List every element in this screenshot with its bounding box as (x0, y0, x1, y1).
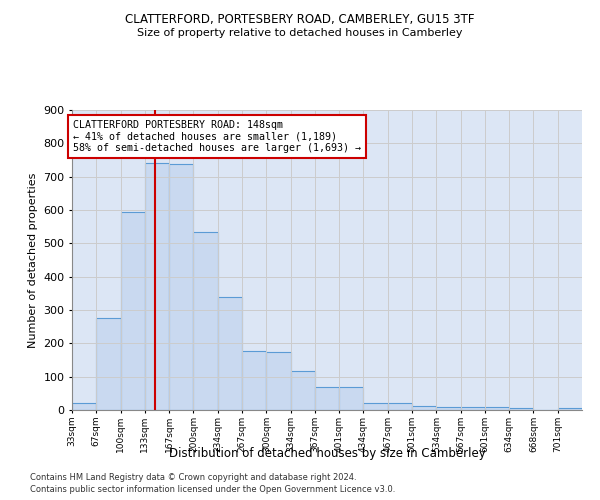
Bar (315, 388, 339, 410)
Text: Distribution of detached houses by size in Camberley: Distribution of detached houses by size … (169, 448, 485, 460)
Text: Contains HM Land Registry data © Crown copyright and database right 2024.: Contains HM Land Registry data © Crown c… (30, 472, 356, 482)
Bar (193, 232, 218, 410)
Bar (485, 408, 509, 410)
Bar (145, 162, 169, 410)
Bar (461, 406, 485, 410)
Bar (509, 408, 533, 410)
Bar (290, 370, 315, 410)
Bar (339, 388, 364, 410)
Bar (558, 408, 582, 410)
Bar (388, 402, 412, 410)
Bar (266, 352, 290, 410)
Text: CLATTERFORD, PORTESBERY ROAD, CAMBERLEY, GU15 3TF: CLATTERFORD, PORTESBERY ROAD, CAMBERLEY,… (125, 12, 475, 26)
Bar (121, 212, 145, 410)
Bar (218, 296, 242, 410)
Bar (96, 318, 121, 410)
Bar (412, 406, 436, 410)
Bar (364, 402, 388, 410)
Bar (72, 404, 96, 410)
Text: Size of property relative to detached houses in Camberley: Size of property relative to detached ho… (137, 28, 463, 38)
Bar (169, 164, 193, 410)
Bar (436, 406, 461, 410)
Bar (242, 350, 266, 410)
Text: CLATTERFORD PORTESBERY ROAD: 148sqm
← 41% of detached houses are smaller (1,189): CLATTERFORD PORTESBERY ROAD: 148sqm ← 41… (73, 120, 361, 153)
Text: Contains public sector information licensed under the Open Government Licence v3: Contains public sector information licen… (30, 485, 395, 494)
Y-axis label: Number of detached properties: Number of detached properties (28, 172, 38, 348)
